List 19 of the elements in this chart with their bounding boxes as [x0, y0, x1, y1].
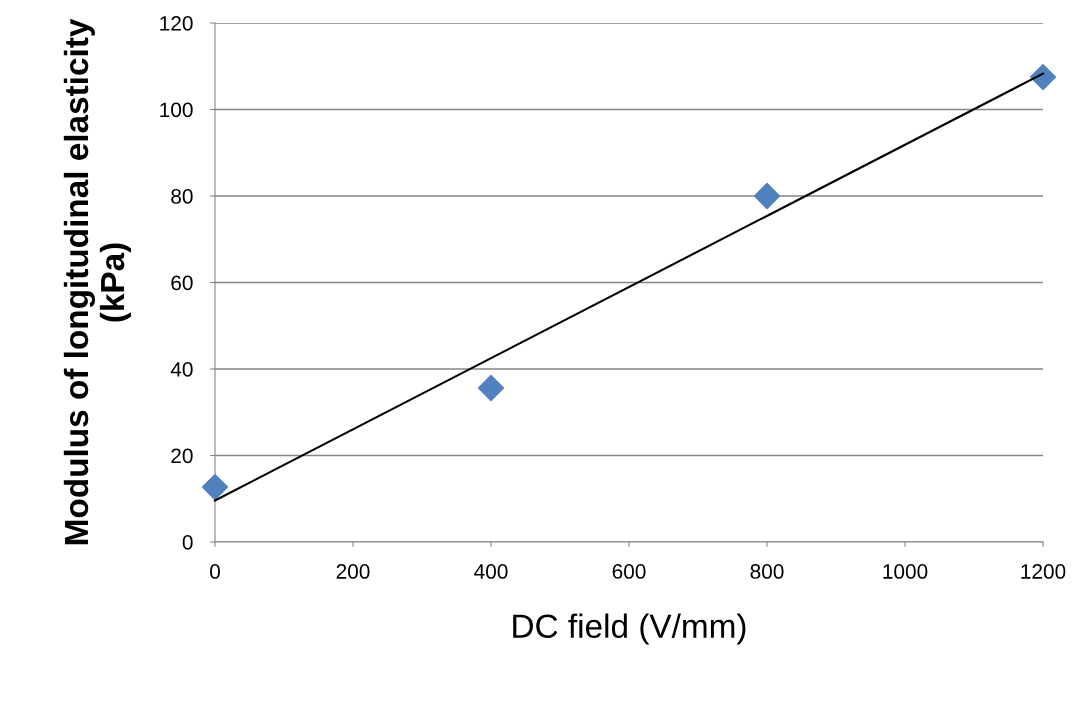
y-tick-label: 60 [171, 275, 193, 291]
x-tick-label: 0 [210, 564, 220, 579]
point [753, 182, 781, 210]
point [201, 473, 229, 501]
x-tick-label: 1000 [883, 564, 928, 579]
x-tick-label: 600 [612, 564, 646, 579]
point [477, 374, 505, 402]
y-tick-label: 20 [171, 448, 193, 464]
x-tick-label: 800 [750, 564, 784, 579]
x-tick-label: 200 [336, 564, 370, 579]
y-axis-title: Modulus of longitudinal elasticity (kPa) [63, 18, 131, 545]
x-tick-label: 1200 [1021, 564, 1066, 579]
y-tick-label: 120 [160, 16, 193, 31]
y-tick-label: 80 [171, 189, 193, 204]
y-tick-label: 0 [182, 535, 193, 550]
x-axis-title: DC field (V/mm) [513, 613, 746, 645]
x-tick-label: 400 [474, 564, 508, 579]
y-tick-label: 40 [170, 362, 193, 377]
y-tick-label: 100 [160, 102, 193, 118]
